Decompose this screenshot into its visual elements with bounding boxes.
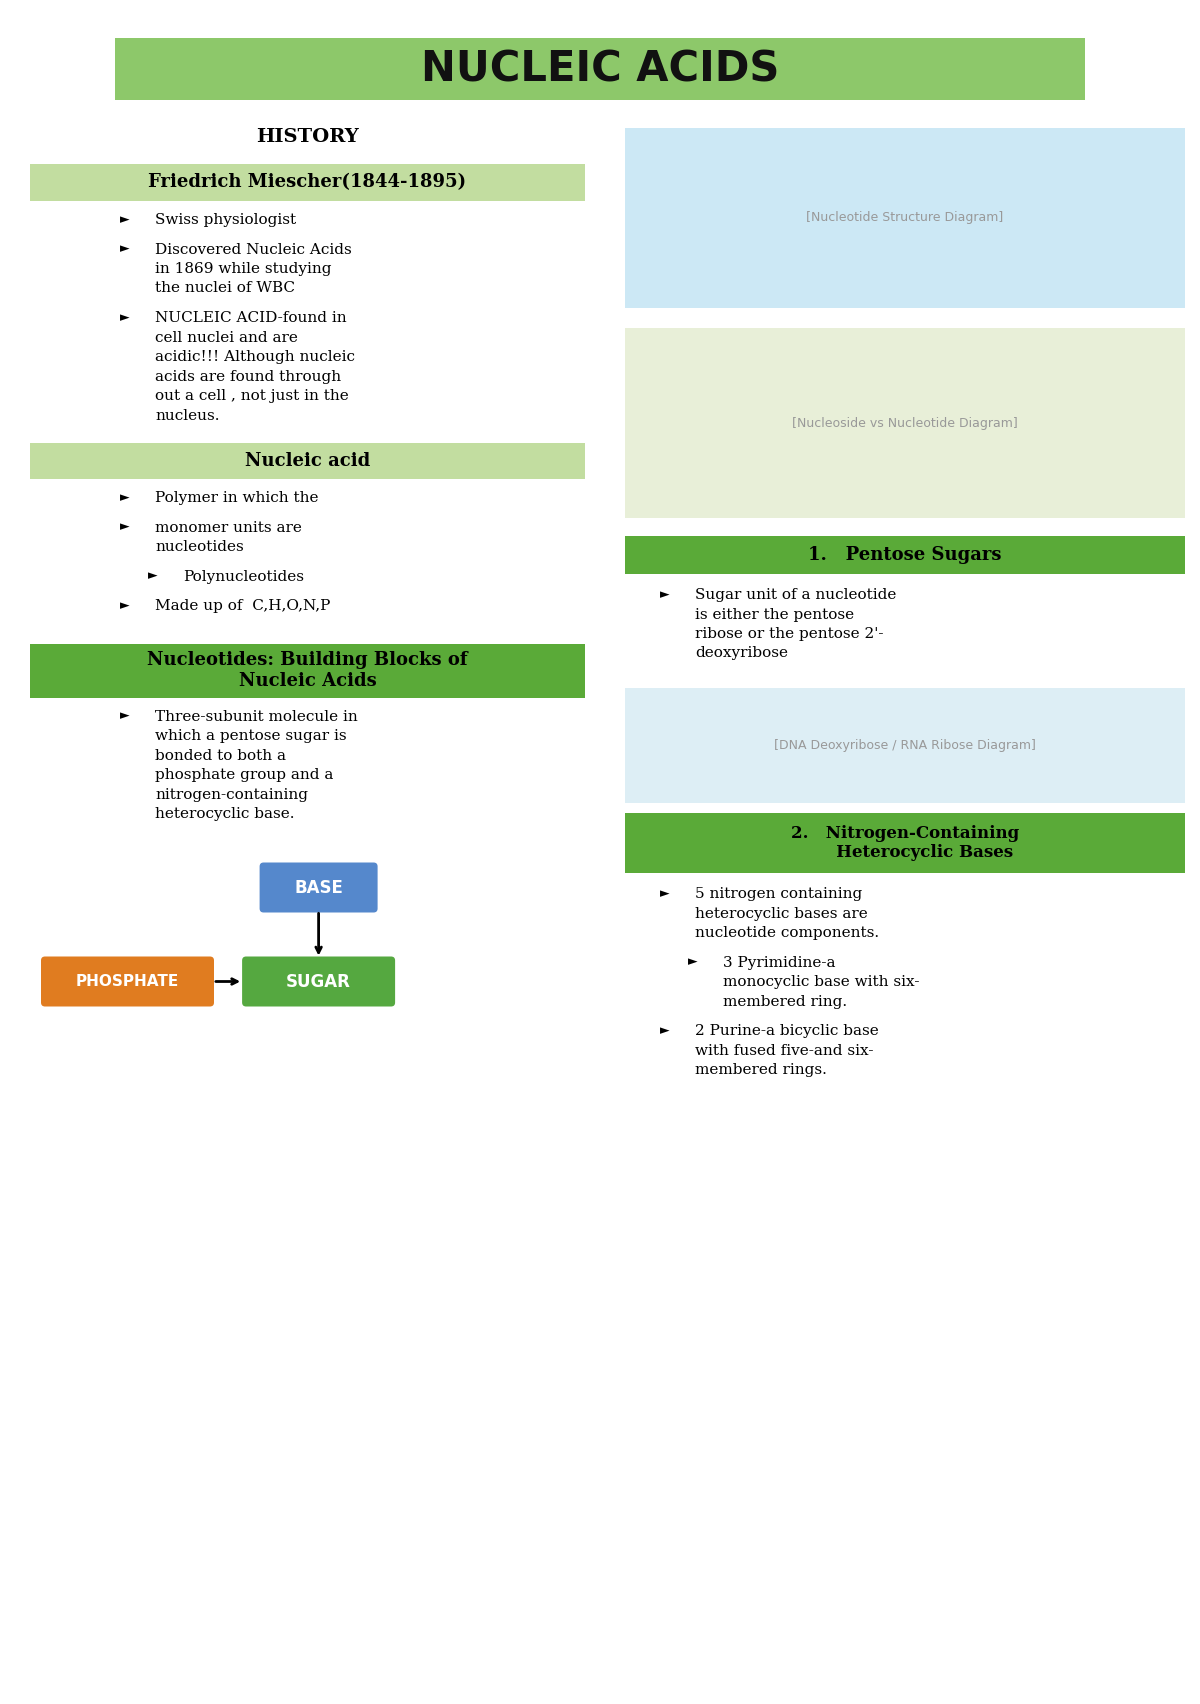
Text: Polymer in which the: Polymer in which the (155, 491, 318, 504)
Text: Sugar unit of a nucleotide: Sugar unit of a nucleotide (695, 588, 896, 602)
Text: NUCLEIC ACIDS: NUCLEIC ACIDS (421, 48, 779, 90)
Text: which a pentose sugar is: which a pentose sugar is (155, 729, 347, 743)
Text: 3 Pyrimidine-a: 3 Pyrimidine-a (722, 956, 835, 970)
Text: ►: ► (688, 956, 697, 968)
Bar (30, 644, 586, 697)
Text: phosphate group and a: phosphate group and a (155, 769, 334, 782)
Bar (115, 37, 1085, 101)
Bar (30, 164, 586, 201)
Text: ►: ► (660, 588, 670, 602)
Text: deoxyribose: deoxyribose (695, 646, 788, 661)
Text: PHOSPHATE: PHOSPHATE (76, 975, 179, 988)
Text: monomer units are: monomer units are (155, 520, 302, 535)
Text: in 1869 while studying: in 1869 while studying (155, 262, 331, 276)
Bar (625, 813, 1186, 872)
FancyBboxPatch shape (259, 862, 378, 913)
Text: the nuclei of WBC: the nuclei of WBC (155, 281, 295, 295)
Text: nitrogen-containing: nitrogen-containing (155, 787, 308, 801)
Text: ►: ► (120, 600, 130, 612)
Text: bonded to both a: bonded to both a (155, 748, 286, 762)
Text: nucleotide components.: nucleotide components. (695, 925, 880, 941)
Text: BASE: BASE (294, 879, 343, 896)
Bar (625, 537, 1186, 574)
Text: nucleotides: nucleotides (155, 540, 244, 554)
Text: ►: ► (120, 520, 130, 533)
Text: 2 Purine-a bicyclic base: 2 Purine-a bicyclic base (695, 1024, 878, 1038)
Text: heterocyclic bases are: heterocyclic bases are (695, 907, 868, 920)
Text: membered ring.: membered ring. (722, 995, 847, 1009)
Text: membered rings.: membered rings. (695, 1063, 827, 1077)
Text: Friedrich Miescher(1844-1895): Friedrich Miescher(1844-1895) (149, 174, 467, 191)
Bar (30, 443, 586, 479)
Text: acidic!!! Although nucleic: acidic!!! Although nucleic (155, 349, 355, 365)
Text: 2.   Nitrogen-Containing
       Heterocyclic Bases: 2. Nitrogen-Containing Heterocyclic Base… (791, 825, 1019, 861)
Text: [Nucleoside vs Nucleotide Diagram]: [Nucleoside vs Nucleotide Diagram] (792, 416, 1018, 429)
Text: ►: ► (660, 888, 670, 900)
Text: is either the pentose: is either the pentose (695, 608, 854, 622)
FancyBboxPatch shape (41, 956, 214, 1007)
Text: out a cell , not just in the: out a cell , not just in the (155, 389, 349, 404)
Text: 5 nitrogen containing: 5 nitrogen containing (695, 888, 863, 901)
Text: [Nucleotide Structure Diagram]: [Nucleotide Structure Diagram] (806, 211, 1003, 225)
Text: Nucleotides: Building Blocks of
Nucleic Acids: Nucleotides: Building Blocks of Nucleic … (148, 651, 468, 690)
Text: ribose or the pentose 2'-: ribose or the pentose 2'- (695, 627, 883, 641)
Text: HISTORY: HISTORY (256, 128, 359, 147)
Text: ►: ► (660, 1024, 670, 1038)
Text: ►: ► (120, 312, 130, 324)
Bar (625, 327, 1186, 518)
Text: Swiss physiologist: Swiss physiologist (155, 213, 296, 227)
Text: Made up of  C,H,O,N,P: Made up of C,H,O,N,P (155, 600, 330, 613)
Text: acids are found through: acids are found through (155, 370, 341, 383)
Text: ►: ► (120, 709, 130, 722)
Text: nucleus.: nucleus. (155, 409, 220, 423)
Text: ►: ► (120, 213, 130, 227)
Text: 1.   Pentose Sugars: 1. Pentose Sugars (809, 545, 1002, 564)
Text: Nucleic acid: Nucleic acid (245, 452, 370, 470)
Bar (625, 688, 1186, 803)
Text: Three-subunit molecule in: Three-subunit molecule in (155, 709, 358, 724)
Text: with fused five-and six-: with fused five-and six- (695, 1043, 874, 1058)
Text: ►: ► (120, 491, 130, 504)
Text: [DNA Deoxyribose / RNA Ribose Diagram]: [DNA Deoxyribose / RNA Ribose Diagram] (774, 740, 1036, 751)
Text: cell nuclei and are: cell nuclei and are (155, 331, 298, 344)
Text: heterocyclic base.: heterocyclic base. (155, 808, 294, 821)
Bar (625, 128, 1186, 308)
Text: SUGAR: SUGAR (286, 973, 352, 990)
Text: Polynucleotides: Polynucleotides (182, 569, 304, 583)
FancyBboxPatch shape (242, 956, 395, 1007)
Text: monocyclic base with six-: monocyclic base with six- (722, 975, 919, 988)
Text: NUCLEIC ACID-found in: NUCLEIC ACID-found in (155, 312, 347, 325)
Text: Discovered Nucleic Acids: Discovered Nucleic Acids (155, 242, 352, 257)
Text: ►: ► (120, 242, 130, 256)
Text: ►: ► (148, 569, 157, 583)
